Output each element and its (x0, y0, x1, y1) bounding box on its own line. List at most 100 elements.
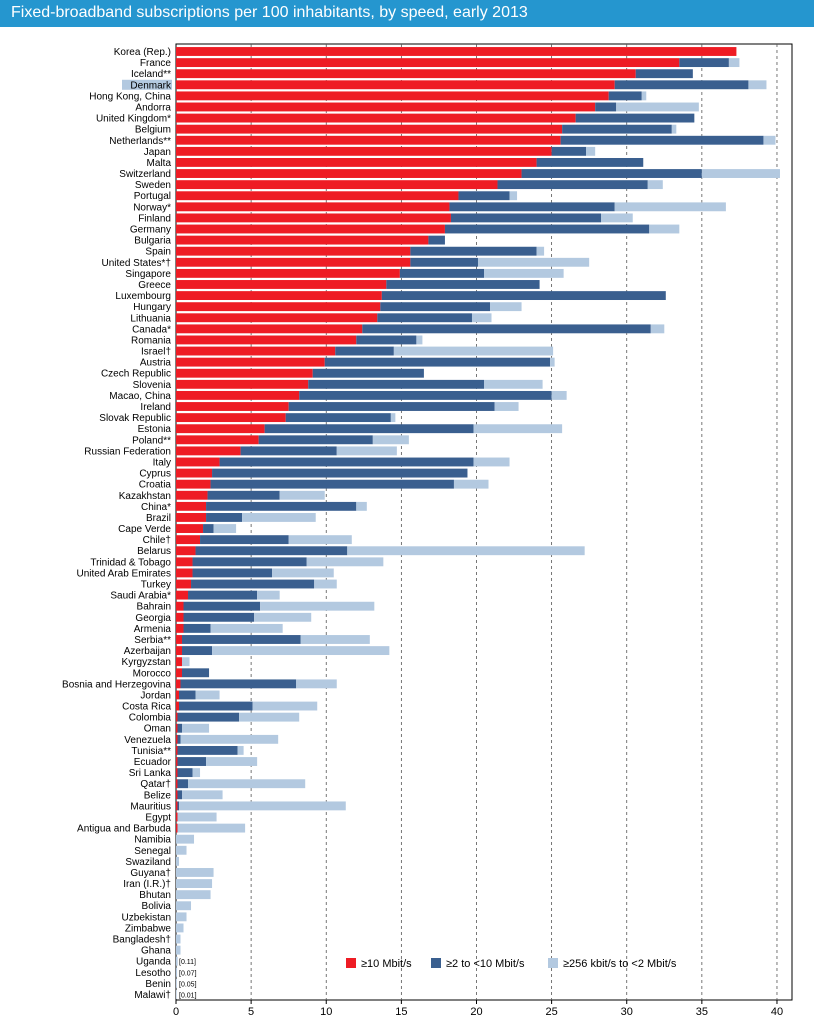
bar-segment (177, 768, 193, 778)
bar-segment (176, 701, 180, 711)
bar-segment (296, 679, 337, 689)
bar-segment (177, 734, 181, 744)
category-label: Costa Rica (122, 702, 171, 713)
bar-segment (176, 146, 552, 156)
category-label: Malawi† (134, 990, 171, 1001)
category-label: Tunisia** (131, 746, 171, 757)
category-label: Lesotho (135, 968, 171, 979)
bar-segment (176, 379, 309, 389)
category-label: Cape Verde (118, 524, 171, 535)
category-label: Ecuador (134, 757, 172, 768)
bar-segment (176, 224, 445, 234)
bar-segment (176, 712, 178, 722)
bar-segment (195, 546, 348, 556)
bar-segment (176, 557, 193, 567)
category-label: Czech Republic (101, 369, 171, 380)
legend-label: ≥2 to <10 Mbit/s (446, 958, 525, 970)
bar-segment (347, 546, 585, 556)
category-label: Senegal (134, 846, 171, 857)
bar-segment (176, 80, 615, 90)
bar-segment (176, 757, 178, 766)
bar-segment (601, 213, 633, 223)
bar-segment (176, 313, 378, 323)
bar-segment (176, 657, 183, 667)
category-label: Greece (138, 280, 171, 291)
bar-segment (207, 490, 280, 500)
bar-segment (473, 424, 563, 434)
legend-swatch (346, 958, 356, 968)
bar-segment (258, 435, 373, 445)
bar-segment (176, 479, 211, 489)
bar-segment (176, 135, 561, 145)
bar-segment (176, 768, 178, 778)
bar-segment (176, 324, 363, 334)
category-label: Bulgaria (134, 236, 171, 247)
bar-segment (428, 235, 445, 245)
bar-segment (176, 501, 207, 511)
category-label: Kyrgyzstan (122, 657, 171, 668)
category-label: Swaziland (125, 857, 171, 868)
bar-segment (176, 102, 596, 112)
bar-segment (242, 513, 316, 522)
bar-segment (763, 135, 776, 145)
bar-segment (176, 923, 184, 933)
category-label: Slovenia (133, 380, 172, 391)
category-label: Belarus (137, 546, 171, 557)
x-tick-label: 25 (545, 1006, 557, 1015)
category-label: Venezuela (124, 735, 171, 746)
category-label: United Kingdom* (96, 114, 171, 125)
category-label: Spain (145, 247, 171, 258)
bar-segment (410, 246, 537, 256)
category-label: Italy (153, 457, 171, 468)
bar-segment (176, 280, 387, 289)
category-label: Belize (144, 790, 172, 801)
bar-segment (679, 58, 729, 68)
bar-segment (484, 268, 564, 278)
category-label: Sweden (135, 180, 171, 191)
bar-segment (176, 568, 193, 578)
bar-segment (176, 435, 259, 445)
bar-segment (176, 302, 381, 312)
category-label: Belgium (135, 125, 171, 136)
category-label: Singapore (125, 269, 171, 280)
bar-segment (176, 734, 178, 744)
bar-segment (176, 468, 213, 478)
category-label: Lithuania (130, 313, 171, 324)
value-annotation: [0.07] (179, 970, 197, 977)
bar-segment (176, 934, 181, 944)
title-bar: Fixed-broadband subscriptions per 100 in… (0, 0, 814, 27)
bar-segment (312, 368, 424, 378)
bar-segment (180, 734, 279, 744)
category-label: Armenia (134, 624, 172, 635)
bar-segment (182, 657, 190, 667)
bar-segment (300, 635, 370, 644)
bar-segment (410, 257, 478, 267)
bar-segment (176, 246, 411, 256)
bar-segment (586, 146, 596, 156)
category-label: Oman (144, 724, 171, 735)
category-label: Guyana† (130, 868, 171, 879)
bar-segment (314, 579, 337, 589)
bar-segment (260, 601, 375, 611)
bar-segment (536, 158, 644, 167)
bar-segment (210, 479, 454, 489)
bar-segment (176, 967, 178, 977)
bar-segment (308, 379, 484, 389)
bar-segment (272, 568, 334, 578)
bar-segment (306, 557, 384, 567)
bar-segment (200, 535, 289, 545)
bar-segment (484, 379, 543, 389)
bar-segment (176, 457, 220, 467)
bar-segment (206, 757, 258, 766)
bar-segment (176, 268, 400, 278)
x-tick-label: 20 (470, 1006, 482, 1015)
bar-segment (176, 823, 178, 833)
category-label: Korea (Rep.) (114, 47, 171, 58)
bar-segment (176, 202, 450, 212)
x-tick-label: 0 (173, 1006, 179, 1015)
x-tick-label: 10 (320, 1006, 332, 1015)
value-annotation: [0.05] (179, 981, 197, 988)
bar-segment (521, 169, 702, 178)
bar-segment (176, 579, 192, 589)
bar-segment (616, 102, 699, 112)
